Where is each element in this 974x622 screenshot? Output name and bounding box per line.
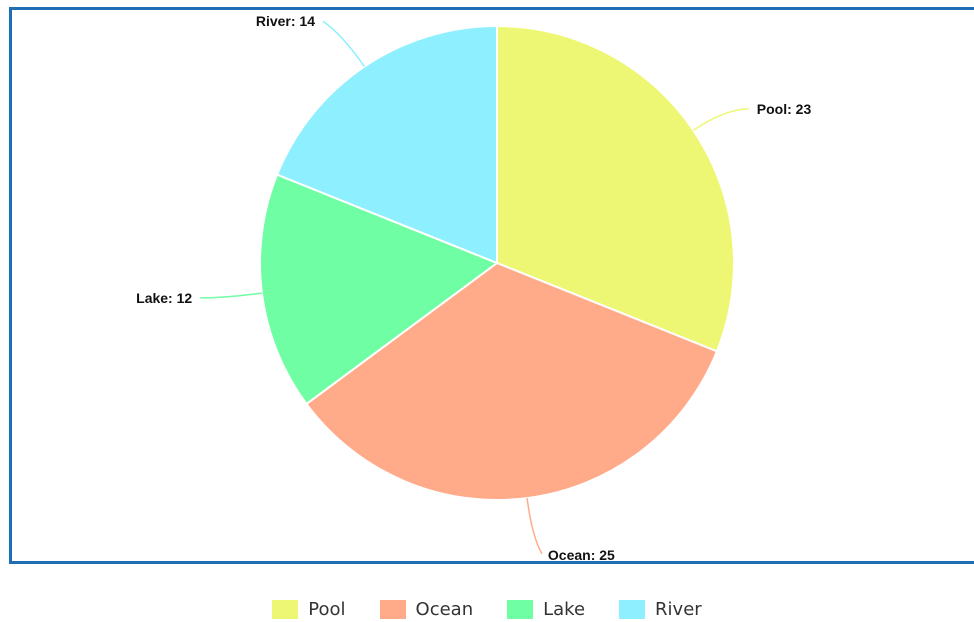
legend-label-ocean: Ocean: [415, 598, 474, 620]
legend-swatch-ocean: [379, 599, 406, 619]
legend-label-river: River: [655, 598, 702, 620]
slice-label-river: River: 14: [256, 13, 315, 29]
slice-ocean[interactable]: [305, 261, 719, 501]
chart-legend: Pool Ocean Lake River: [0, 596, 974, 622]
leader-line-pool: [692, 108, 749, 131]
legend-item-lake[interactable]: Lake: [507, 599, 585, 620]
legend-item-ocean[interactable]: Ocean: [379, 598, 474, 620]
slice-label-ocean: Ocean: 25: [548, 547, 615, 563]
legend-item-pool[interactable]: Pool: [272, 598, 346, 620]
legend-swatch-river: [619, 599, 646, 619]
legend-swatch-pool: [272, 599, 299, 619]
leader-line-river: [322, 20, 365, 68]
leader-lines: [200, 20, 749, 555]
slice-pool[interactable]: [496, 24, 735, 353]
slice-lake[interactable]: [259, 173, 500, 406]
legend-label-lake: Lake: [543, 598, 586, 620]
leader-line-lake: [200, 292, 262, 299]
slice-label-pool: Pool: 23: [757, 101, 812, 117]
slice-river[interactable]: [275, 24, 498, 265]
legend-label-pool: Pool: [308, 598, 346, 620]
slice-label-lake: Lake: 12: [136, 290, 192, 306]
pie-slices: [259, 24, 735, 501]
leader-line-ocean: [526, 498, 543, 555]
legend-swatch-lake: [507, 599, 534, 619]
slice-labels: Pool: 23 Ocean: 25 Lake: 12 River: 14: [136, 13, 811, 563]
legend-item-river[interactable]: River: [619, 599, 702, 620]
